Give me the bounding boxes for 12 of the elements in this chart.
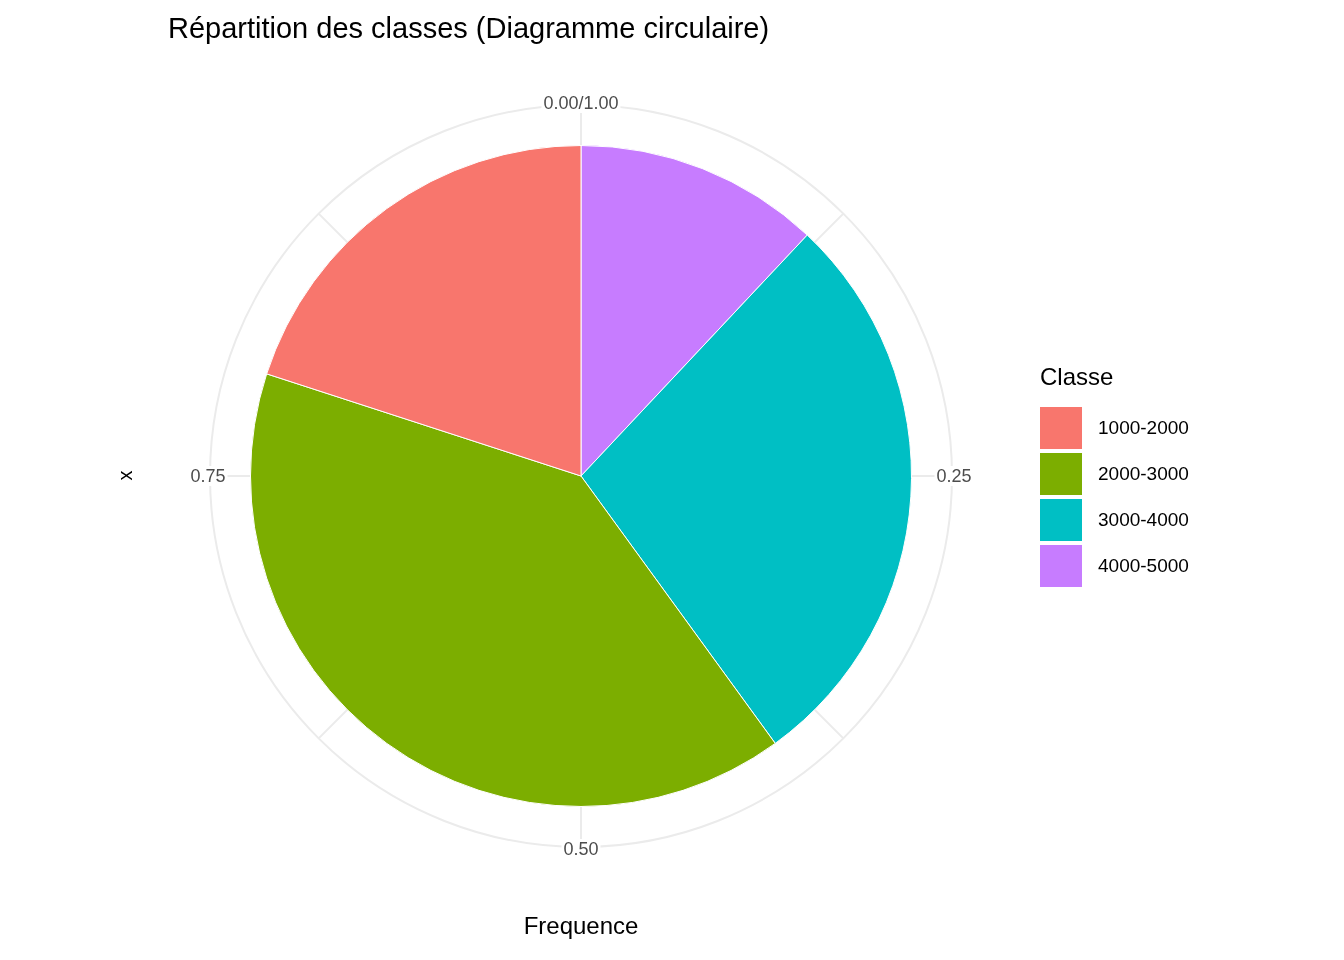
text: 0.25 — [934, 466, 974, 486]
text: 0.75 — [188, 466, 228, 486]
chart-title: Répartition des classes (Diagramme circulaire) — [168, 12, 770, 45]
legend-title: Classe — [1040, 363, 1115, 391]
text: x — [113, 470, 137, 481]
legend-label: 4000-5000 — [1098, 555, 1189, 577]
text: 0.00/1.00 — [541, 93, 621, 113]
legend-label: 1000-2000 — [1098, 417, 1189, 439]
legend-label: 2000-3000 — [1098, 463, 1189, 485]
text: Frequence — [522, 912, 640, 940]
legend-label: 3000-4000 — [1098, 509, 1189, 531]
text: 0.50 — [561, 839, 601, 859]
